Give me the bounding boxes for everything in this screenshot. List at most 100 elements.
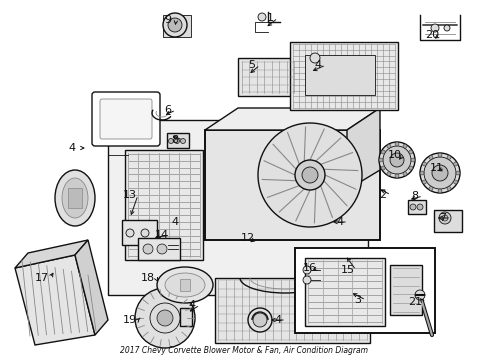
Text: 4: 4 [171,217,178,227]
Text: 4: 4 [188,300,195,310]
Bar [305,55,374,95]
Circle shape [419,153,459,193]
Ellipse shape [55,170,95,226]
Bar [180,279,190,291]
Circle shape [380,166,385,170]
Text: 3: 3 [354,295,361,305]
Circle shape [443,25,449,31]
Circle shape [389,153,403,167]
Text: 8: 8 [410,191,418,201]
Circle shape [252,313,266,327]
Text: 9: 9 [164,15,171,25]
Circle shape [409,204,415,210]
Circle shape [446,156,450,159]
Circle shape [174,139,179,144]
Circle shape [157,244,167,254]
Circle shape [294,160,325,190]
Circle shape [431,165,447,181]
Text: 21: 21 [407,297,421,307]
Circle shape [135,288,195,348]
Circle shape [382,146,410,174]
Text: 4: 4 [336,217,343,227]
Polygon shape [15,240,88,268]
Circle shape [402,144,406,148]
Text: 2: 2 [379,190,386,200]
Text: 1: 1 [266,13,273,23]
Circle shape [453,162,457,166]
Text: 2017 Chevy Corvette Blower Motor & Fan, Air Condition Diagram: 2017 Chevy Corvette Blower Motor & Fan, … [120,346,368,355]
Text: 7: 7 [439,213,446,223]
Bar [238,58,297,96]
Text: 20: 20 [424,30,438,40]
Circle shape [437,189,441,193]
Ellipse shape [157,267,213,303]
Bar [294,248,434,333]
Circle shape [378,158,382,162]
Bar [163,15,191,37]
Circle shape [180,139,185,144]
Circle shape [168,18,182,32]
Circle shape [303,276,310,284]
Circle shape [408,150,412,154]
Circle shape [394,174,398,178]
Bar [180,308,192,326]
Circle shape [386,172,390,176]
Circle shape [142,244,153,254]
Circle shape [402,172,406,176]
Circle shape [168,139,173,144]
Circle shape [394,142,398,146]
Bar [204,130,379,240]
Text: 5: 5 [248,60,255,70]
Circle shape [453,180,457,184]
Circle shape [157,310,173,326]
Circle shape [410,158,414,162]
Bar [138,238,180,260]
Circle shape [416,204,422,210]
Circle shape [428,186,432,190]
Circle shape [437,153,441,157]
Bar [68,188,82,208]
Bar [122,220,157,245]
Circle shape [380,150,385,154]
Text: 13: 13 [123,190,137,200]
Circle shape [309,53,319,63]
Circle shape [150,303,180,333]
Circle shape [438,212,450,224]
Polygon shape [15,255,95,345]
Text: 4: 4 [68,143,76,153]
Circle shape [378,142,414,178]
Text: 14: 14 [155,230,169,240]
Circle shape [419,171,423,175]
FancyBboxPatch shape [100,99,152,139]
Text: 15: 15 [340,265,354,275]
Circle shape [386,144,390,148]
Text: 18: 18 [141,273,155,283]
Ellipse shape [164,273,204,297]
Circle shape [430,24,438,32]
Bar [215,278,369,343]
Bar [389,265,421,315]
Circle shape [428,156,432,159]
Circle shape [141,229,149,237]
Text: 4: 4 [274,315,281,325]
Polygon shape [204,108,379,130]
Bar [167,133,189,148]
Circle shape [163,13,186,37]
Bar [125,150,203,260]
Circle shape [303,266,310,274]
Bar [407,200,425,214]
Polygon shape [75,240,108,335]
Polygon shape [346,108,379,190]
Circle shape [408,166,412,170]
Circle shape [423,157,455,189]
Text: 4: 4 [314,60,321,70]
Text: 12: 12 [241,233,255,243]
Ellipse shape [62,178,88,218]
Bar [289,42,397,110]
Circle shape [247,308,271,332]
Circle shape [258,123,361,227]
Circle shape [126,229,134,237]
Bar [433,210,461,232]
Text: 17: 17 [35,273,49,283]
Circle shape [422,180,426,184]
